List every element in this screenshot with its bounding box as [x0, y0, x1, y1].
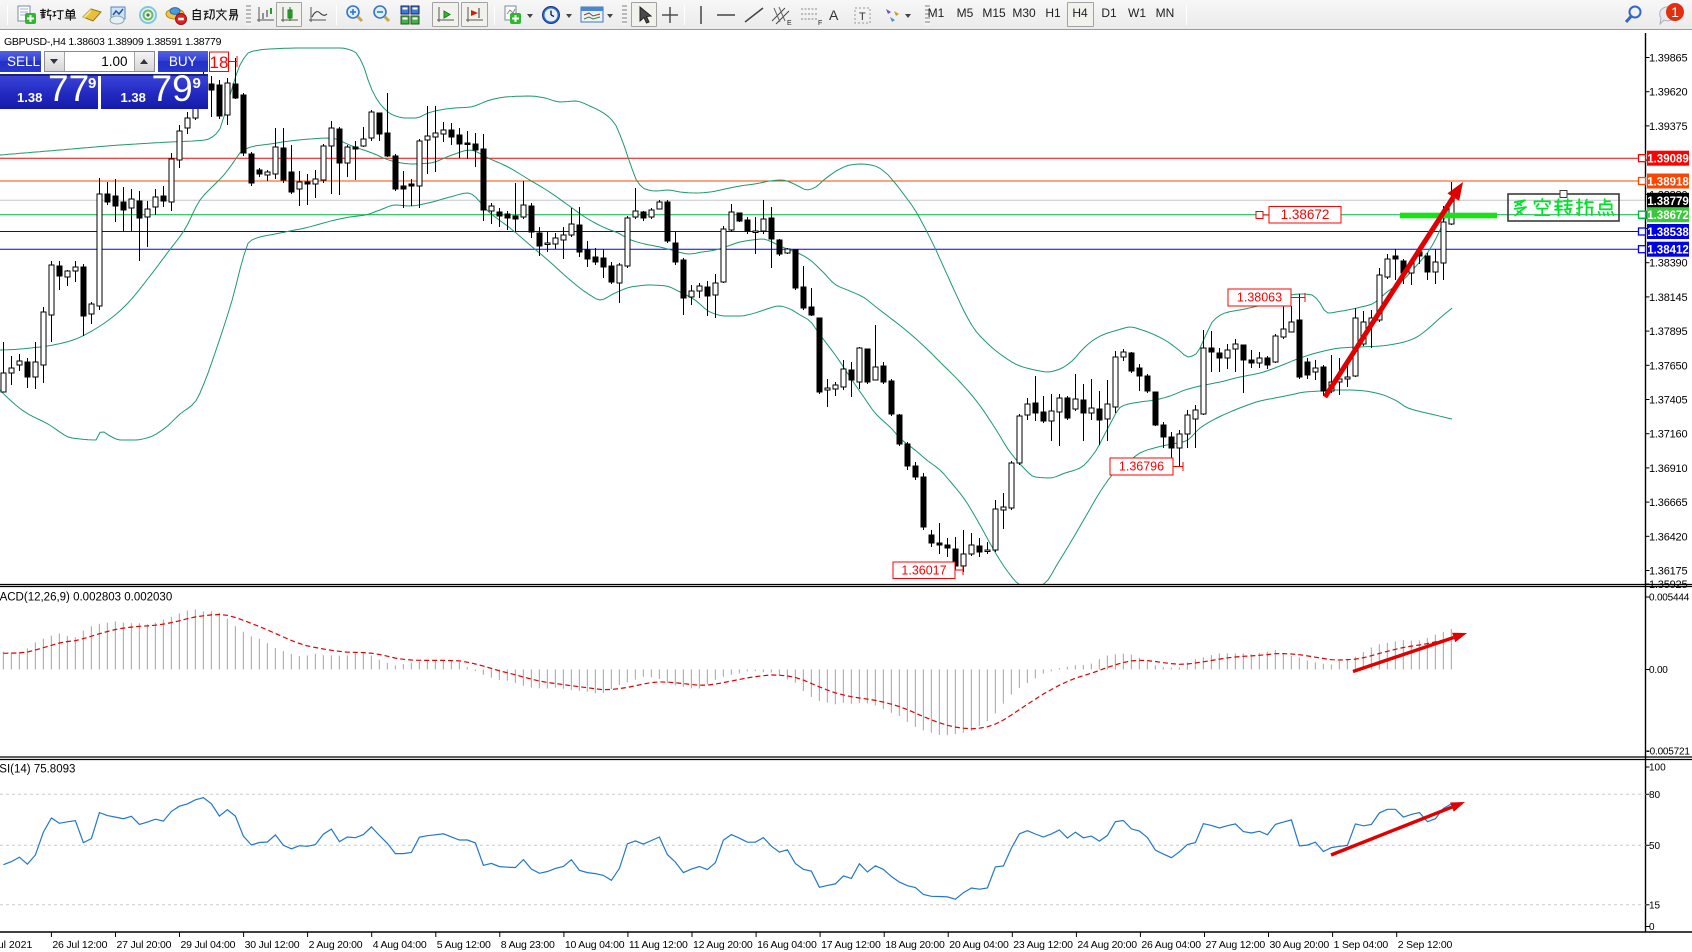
svg-text:1: 1: [1671, 4, 1679, 20]
svg-text:18 Aug 20:00: 18 Aug 20:00: [885, 939, 945, 951]
svg-text:29 Jul 04:00: 29 Jul 04:00: [181, 939, 236, 951]
svg-text:1.36017: 1.36017: [901, 564, 946, 578]
svg-text:26 Jul 12:00: 26 Jul 12:00: [52, 939, 107, 951]
svg-text:F: F: [818, 20, 822, 26]
svg-text:1.36420: 1.36420: [1649, 531, 1687, 543]
svg-text:T: T: [859, 11, 866, 23]
svg-text:1.39089: 1.39089: [1647, 154, 1689, 166]
svg-text:4 Aug 04:00: 4 Aug 04:00: [373, 939, 427, 951]
svg-text:10 Aug 04:00: 10 Aug 04:00: [565, 939, 625, 951]
svg-text:100: 100: [1649, 763, 1666, 774]
svg-text:11 Aug 12:00: 11 Aug 12:00: [629, 939, 688, 951]
svg-text:17 Aug 12:00: 17 Aug 12:00: [821, 939, 881, 951]
svg-text:MACD(12,26,9) 0.002803 0.00203: MACD(12,26,9) 0.002803 0.002030: [0, 592, 172, 604]
svg-text:20 Aug 04:00: 20 Aug 04:00: [949, 939, 1009, 951]
svg-text:1.38538: 1.38538: [1647, 227, 1689, 239]
svg-text:15: 15: [1649, 900, 1661, 911]
svg-text:1.38412: 1.38412: [1647, 245, 1689, 257]
svg-text:0.00: 0.00: [1649, 665, 1668, 676]
svg-text:1.38672: 1.38672: [1647, 210, 1689, 222]
svg-text:1.38145: 1.38145: [1649, 292, 1687, 304]
svg-text:1.36175: 1.36175: [1649, 566, 1687, 578]
svg-text:2 Sep 12:00: 2 Sep 12:00: [1398, 939, 1453, 951]
svg-text:0.005444: 0.005444: [1649, 593, 1690, 604]
svg-text:1.38779: 1.38779: [1647, 196, 1689, 208]
svg-text:23 Aug 12:00: 23 Aug 12:00: [1013, 939, 1073, 951]
svg-text:12 Aug 20:00: 12 Aug 20:00: [693, 939, 753, 951]
svg-text:1.36665: 1.36665: [1649, 497, 1687, 509]
svg-text:1.39865: 1.39865: [1649, 53, 1687, 65]
svg-text:1 Sep 04:00: 1 Sep 04:00: [1334, 939, 1389, 951]
svg-text:25 Jul 2021: 25 Jul 2021: [0, 939, 32, 951]
svg-text:27 Jul 20:00: 27 Jul 20:00: [117, 939, 172, 951]
svg-text:1.36796: 1.36796: [1119, 460, 1164, 474]
svg-text:1.38672: 1.38672: [1281, 207, 1330, 222]
svg-text:1.38918: 1.38918: [1647, 177, 1689, 189]
svg-text:16 Aug 04:00: 16 Aug 04:00: [757, 939, 817, 951]
svg-text:RSI(14) 75.8093: RSI(14) 75.8093: [0, 764, 75, 776]
svg-text:1.37405: 1.37405: [1649, 395, 1687, 407]
svg-text:E: E: [787, 20, 792, 26]
svg-text:30 Aug 20:00: 30 Aug 20:00: [1270, 939, 1330, 951]
svg-text:27 Aug 12:00: 27 Aug 12:00: [1206, 939, 1266, 951]
svg-text:0: 0: [1649, 922, 1655, 933]
svg-text:5 Aug 12:00: 5 Aug 12:00: [437, 939, 491, 951]
svg-text:1.37160: 1.37160: [1649, 429, 1687, 441]
svg-text:50: 50: [1649, 841, 1661, 852]
svg-text:1.36910: 1.36910: [1649, 463, 1687, 475]
svg-text:2 Aug 20:00: 2 Aug 20:00: [309, 939, 363, 951]
svg-text:26 Aug 04:00: 26 Aug 04:00: [1141, 939, 1201, 951]
svg-text:1.38063: 1.38063: [1237, 291, 1282, 305]
svg-text:1.37650: 1.37650: [1649, 360, 1687, 372]
svg-text:24 Aug 20:00: 24 Aug 20:00: [1077, 939, 1137, 951]
svg-text:30 Jul 12:00: 30 Jul 12:00: [245, 939, 300, 951]
svg-text:80: 80: [1649, 790, 1661, 801]
svg-text:-0.005721: -0.005721: [1647, 747, 1691, 758]
svg-text:1.38390: 1.38390: [1649, 258, 1687, 270]
svg-text:1.39375: 1.39375: [1649, 121, 1687, 133]
svg-text:1.37895: 1.37895: [1649, 326, 1687, 338]
svg-text:1.39620: 1.39620: [1649, 87, 1687, 99]
svg-text:GBPUSD-,H4 1.38603 1.38909 1.: GBPUSD-,H4 1.38603 1.38909 1.38591 1.387…: [4, 36, 222, 48]
svg-text:8 Aug 23:00: 8 Aug 23:00: [501, 939, 555, 951]
svg-text:18: 18: [210, 53, 229, 72]
